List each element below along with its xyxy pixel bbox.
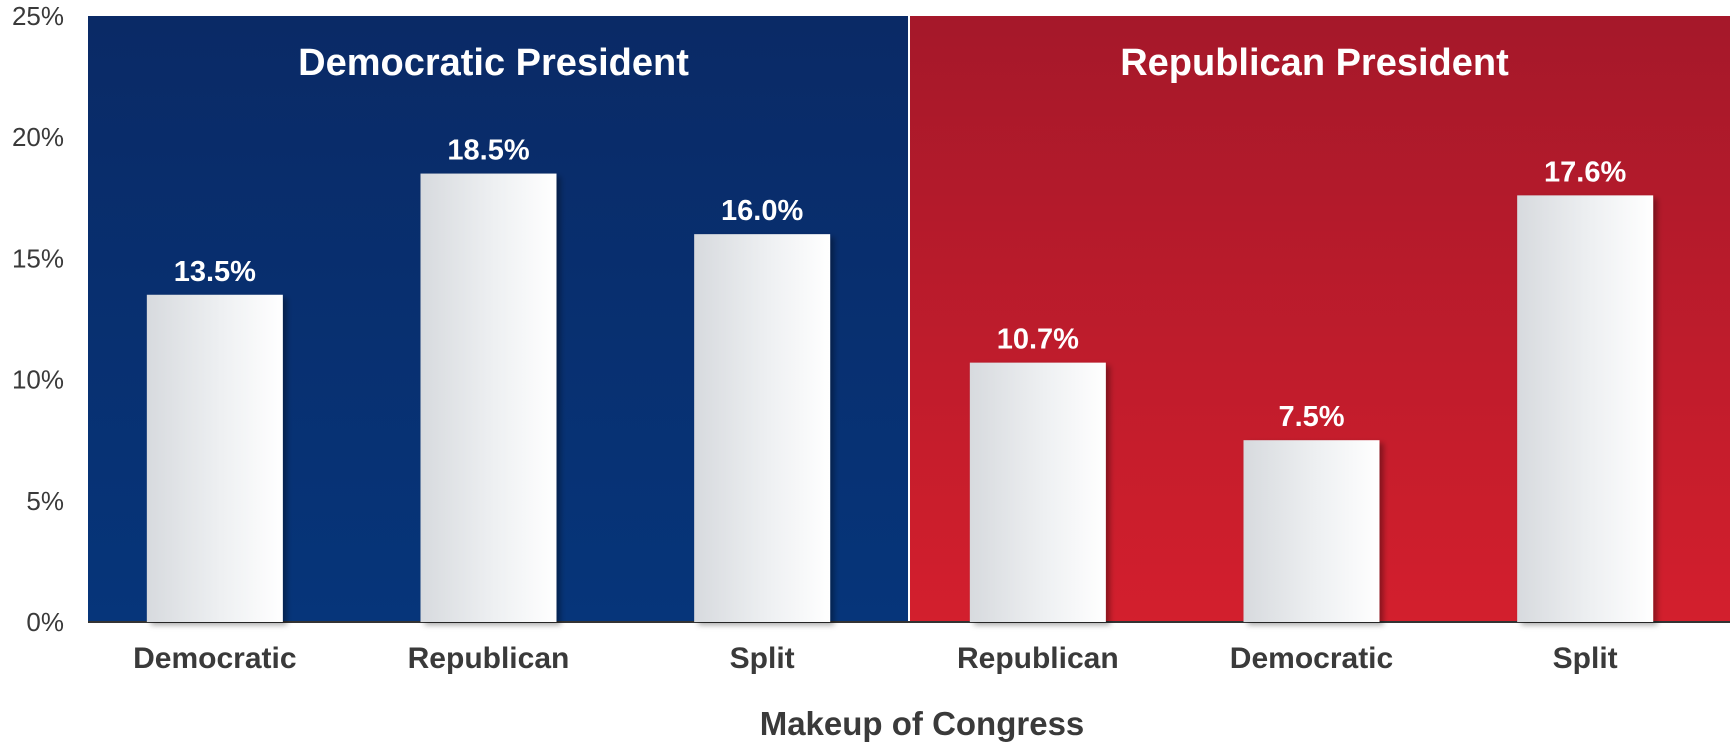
- data-label: 13.5%: [174, 256, 256, 288]
- y-tick-label: 20%: [12, 122, 64, 152]
- data-label: 10.7%: [997, 324, 1079, 356]
- y-tick-label: 10%: [12, 365, 64, 395]
- bar-democratic-2: [1243, 440, 1380, 622]
- panel-title-2: Republican President: [1120, 42, 1509, 84]
- y-tick-label: 5%: [26, 486, 64, 516]
- bar-republican-2: [969, 362, 1106, 622]
- bar-split-2: [1517, 195, 1654, 622]
- x-tick-label: Republican: [408, 642, 570, 675]
- x-tick-label: Split: [1553, 642, 1618, 675]
- x-axis-label: Makeup of Congress: [760, 705, 1085, 742]
- y-tick-label: 15%: [12, 243, 64, 273]
- x-tick-label: Democratic: [133, 642, 296, 675]
- x-tick-label: Split: [730, 642, 795, 675]
- y-axis: 0% 5% 10% 15% 20% 25%: [12, 1, 64, 637]
- panel-title-1: Democratic President: [298, 42, 689, 84]
- data-label: 18.5%: [447, 135, 529, 167]
- y-tick-label: 0%: [26, 607, 64, 637]
- bar-democratic-1: [146, 294, 283, 622]
- y-tick-label: 25%: [12, 1, 64, 31]
- bar-republican-1: [420, 173, 557, 622]
- panels-layer: Democratic President Republican President: [88, 16, 1730, 623]
- x-tick-label: Democratic: [1230, 642, 1393, 675]
- data-label: 17.6%: [1544, 156, 1626, 188]
- data-label: 16.0%: [721, 195, 803, 227]
- bars-layer: 13.5% Democratic 18.5% Republican 16.0% Split…: [133, 135, 1654, 675]
- x-tick-label: Republican: [957, 642, 1119, 675]
- data-label: 7.5%: [1278, 401, 1344, 433]
- bar-split-1: [694, 234, 831, 622]
